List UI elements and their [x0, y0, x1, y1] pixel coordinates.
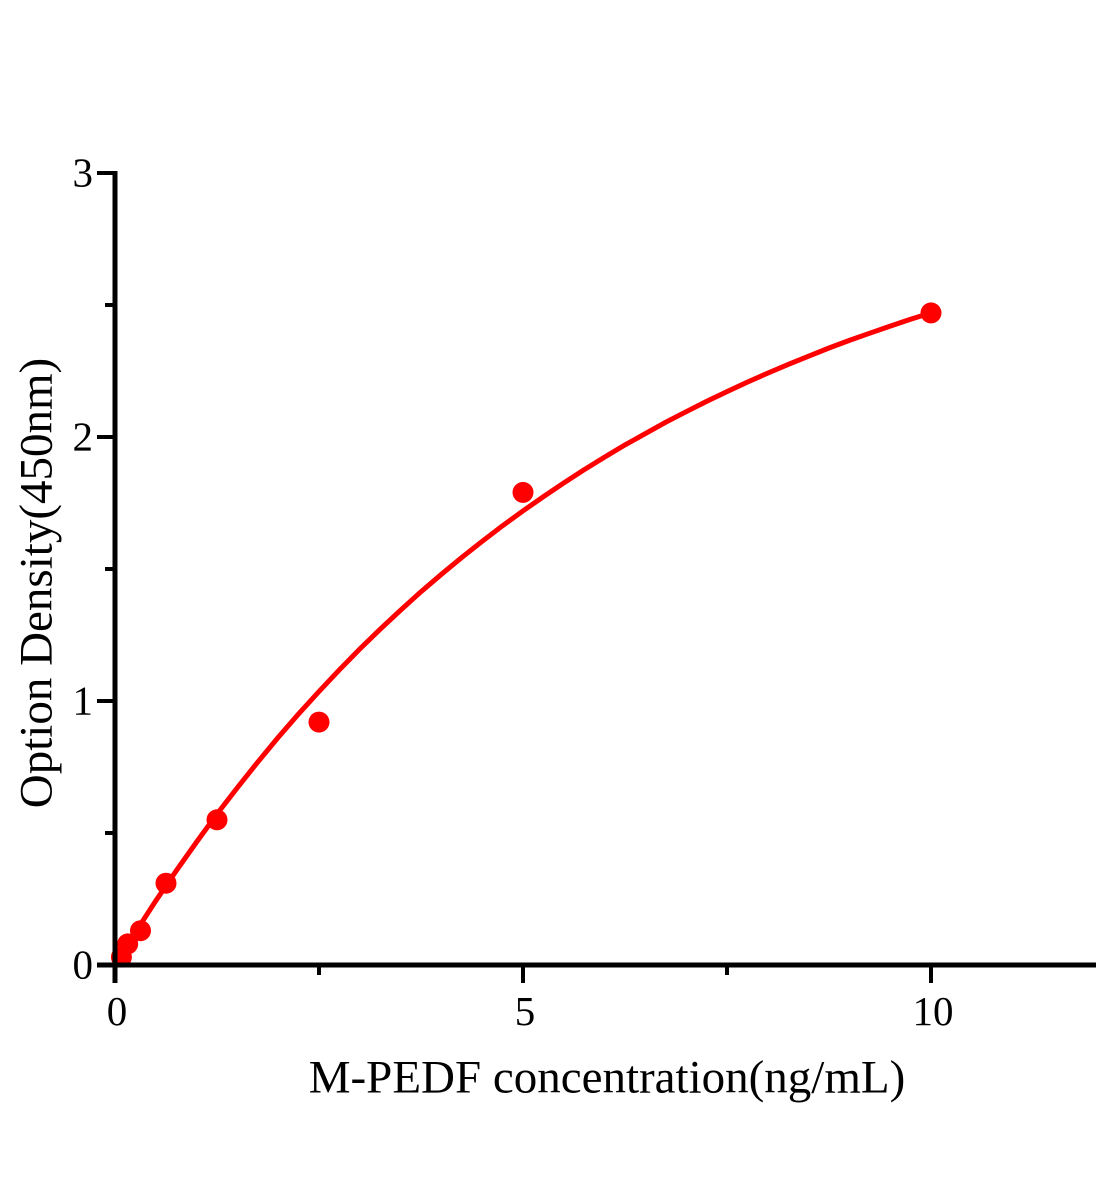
y-tick-label: 1 [72, 677, 94, 724]
data-point [920, 302, 942, 324]
data-point [206, 809, 228, 831]
fit-curve [112, 310, 934, 968]
x-tick-label: 5 [514, 988, 536, 1034]
y-tick-label: 3 [72, 149, 94, 196]
x-axis-title: M-PEDF concentration(ng/mL) [308, 1051, 906, 1104]
data-point [308, 711, 330, 733]
data-point [512, 481, 534, 503]
y-tick-label: 0 [72, 941, 94, 988]
x-tick-label: 0 [106, 988, 128, 1034]
data-point [155, 872, 177, 894]
y-tick-label: 2 [72, 413, 94, 460]
data-point [117, 933, 139, 955]
x-tick-label: 10 [912, 988, 954, 1034]
data-point [130, 920, 151, 942]
